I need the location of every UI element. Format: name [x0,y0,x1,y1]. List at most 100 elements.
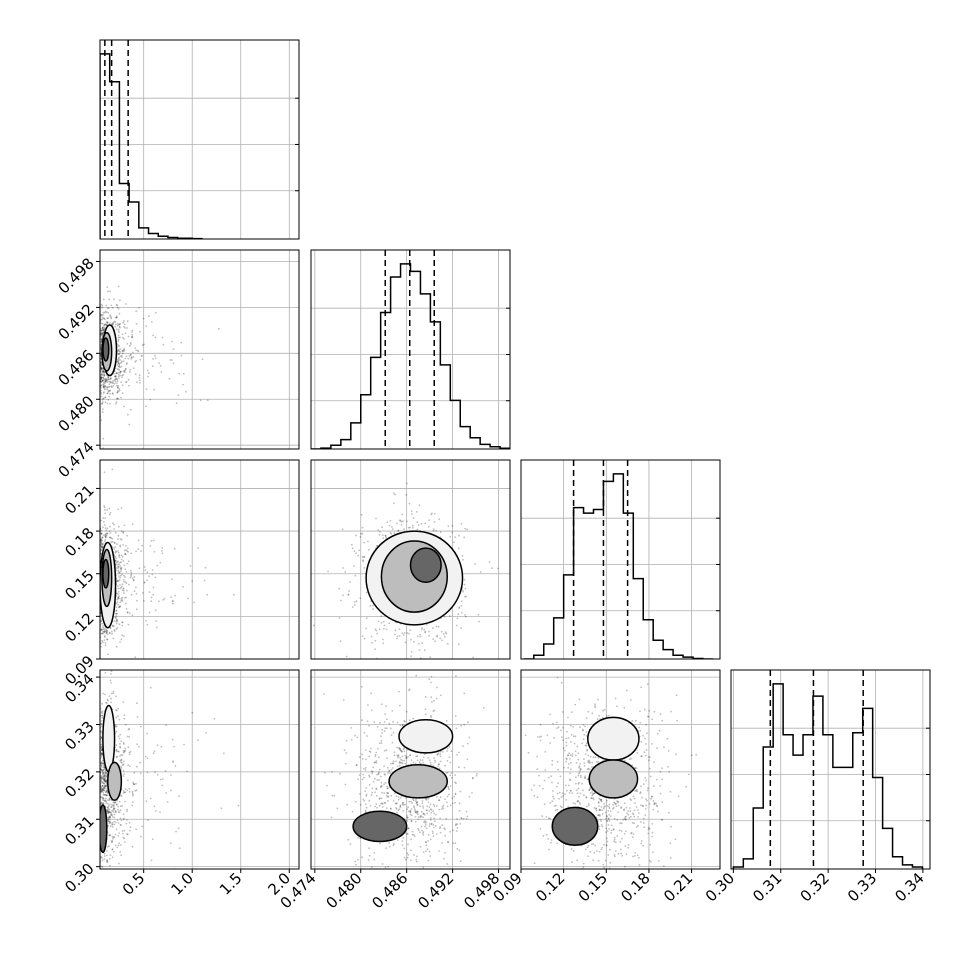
scatter-point [118,750,120,753]
scatter-point [462,590,464,593]
scatter-point [347,594,349,596]
scatter-point [105,780,108,783]
scatter-point [446,750,449,752]
scatter-point [396,839,399,841]
scatter-point [102,763,105,765]
scatter-point [381,791,383,794]
scatter-point [129,829,131,832]
scatter-point [380,785,382,788]
scatter-point [122,350,124,352]
scatter-point [101,789,104,791]
scatter-point [407,854,410,856]
scatter-point [117,597,120,599]
scatter-point [106,317,109,320]
scatter-point [106,631,108,634]
scatter-point [382,621,385,623]
scatter-point [620,806,623,808]
scatter-point [128,821,131,824]
scatter-point [357,837,359,839]
scatter-point [463,578,466,581]
scatter-point [191,580,194,583]
scatter-point [117,362,120,364]
panel-frame [99,249,300,450]
scatter-point [146,771,149,774]
scatter-point [430,714,432,717]
scatter-point [425,809,428,812]
scatter-point [461,555,464,557]
scatter-point [121,624,124,627]
scatter-point [206,593,209,596]
scatter-point [105,701,107,704]
scatter-point [547,838,549,840]
scatter-point [432,638,435,641]
scatter-point [109,820,111,823]
scatter-point [101,725,103,728]
scatter-point [136,743,139,745]
scatter-point [625,853,628,855]
scatter-point [111,393,114,395]
scatter-point [102,788,105,791]
scatter-point [361,635,364,637]
scatter-point [401,762,404,765]
scatter-point [103,505,105,507]
scatter-point [112,522,114,525]
scatter-point [583,794,585,797]
scatter-point [371,772,374,775]
scatter-point [118,606,120,608]
scatter-point [640,842,643,845]
scatter-point [117,538,119,540]
scatter-point [425,827,428,830]
scatter-point [103,384,105,386]
scatter-point [459,790,462,793]
scatter-point [103,327,106,329]
scatter-point [114,378,117,381]
scatter-point [109,821,111,824]
scatter-point [103,778,106,780]
scatter-point [354,734,356,737]
scatter-point [381,728,384,731]
scatter-point [374,805,377,808]
scatter-point [100,545,103,548]
scatter-point [613,801,615,804]
scatter-point [107,817,110,820]
scatter-point [390,734,393,736]
scatter-point [111,468,114,471]
scatter-point [429,761,432,764]
scatter-point [100,369,102,372]
scatter-point [424,708,427,710]
scatter-point [409,754,412,756]
scatter-point [100,334,103,337]
scatter-point [120,561,122,563]
scatter-point [132,367,135,369]
scatter-point [368,750,371,753]
scatter-point [452,829,454,831]
scatter-point [401,513,404,516]
scatter-point [550,839,553,841]
scatter-point [124,602,127,605]
scatter-point [189,565,192,567]
scatter-point [596,718,599,720]
scatter-point [123,743,125,745]
scatter-point [100,645,102,648]
scatter-point [109,525,111,528]
scatter-point [424,797,427,800]
scatter-point [599,809,602,811]
scatter-point [107,805,110,807]
scatter-point [376,726,379,728]
scatter-point [104,323,106,326]
scatter-point [615,850,617,852]
scatter-point [429,838,432,841]
scatter-point [380,742,383,744]
scatter-point [411,833,414,836]
scatter-point [375,794,378,797]
scatter-point [111,815,114,818]
scatter-point [432,824,435,826]
scatter-point [443,633,445,635]
scatter-point [410,651,413,653]
scatter-point [100,546,103,549]
scatter-point [178,847,181,850]
scatter-point [448,615,451,617]
scatter-point [100,796,103,799]
scatter-point [116,397,118,400]
scatter-point [115,372,118,375]
